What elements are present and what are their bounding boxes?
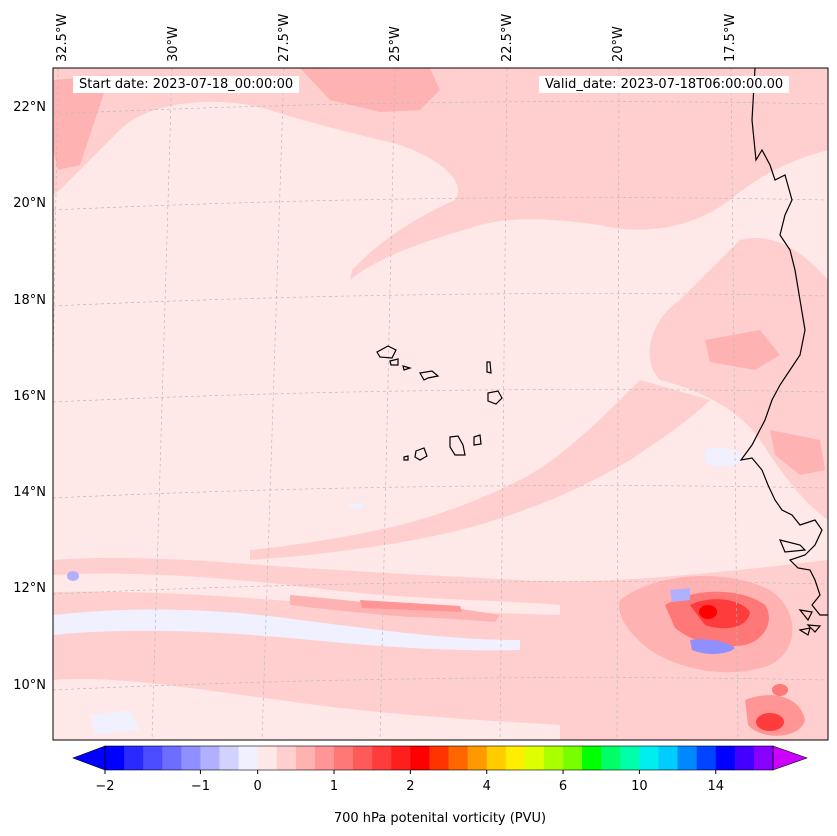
- colorbar-segment: [448, 746, 469, 770]
- colorbar-extend-min: [72, 745, 106, 771]
- contour-vortex-negative-2: [670, 588, 690, 602]
- colorbar-ticks: −2 −1 0 1 2 4 6 10 14: [95, 770, 724, 794]
- coastline: [739, 68, 828, 636]
- colorbar-segment: [601, 746, 621, 770]
- cape-verde-islands: [376, 345, 503, 461]
- valid-date-text: Valid_date: 2023-07-18T06:00:00.00: [545, 77, 784, 92]
- colorbar-segment: [276, 746, 297, 770]
- contour-negative-west: [67, 571, 79, 581]
- colorbar-segment: [238, 746, 259, 770]
- map-panel: [53, 68, 828, 740]
- colorbar-segment: [181, 746, 201, 770]
- colorbar-segment: [620, 746, 640, 770]
- colorbar-segment: [505, 746, 526, 770]
- colorbar: −2 −1 0 1 2 4 6 10 14 700 hPa potenital vorticit…: [72, 745, 808, 826]
- contour-southern-negative: [53, 609, 520, 651]
- graticule: [53, 68, 828, 740]
- colorbar-segment: [410, 746, 430, 770]
- contour-vortex-peak: [699, 605, 717, 619]
- colorbar-segment: [563, 746, 583, 770]
- colorbar-extend-max: [772, 745, 808, 771]
- contour-southern-low: [53, 679, 560, 740]
- colorbar-segment: [143, 746, 163, 770]
- colorbar-segment: [734, 746, 755, 770]
- colorbar-label: 700 hPa potenital vorticity (PVU): [334, 811, 546, 826]
- lon-label: 17.5°W: [723, 14, 738, 62]
- colorbar-tick-label: 2: [406, 779, 414, 794]
- colorbar-segment: [543, 746, 564, 770]
- colorbar-segment: [257, 746, 278, 770]
- contour-negative-small: [345, 502, 365, 510]
- colorbar-tick-label: 0: [254, 779, 262, 794]
- contour-coastal-patch: [705, 330, 780, 370]
- colorbar-segment: [124, 746, 144, 770]
- colorbar-segment: [715, 746, 736, 770]
- contour-southeast-patch: [772, 684, 788, 696]
- valid-date-annotation: Valid_date: 2023-07-18T06:00:00.00: [539, 76, 790, 93]
- latitude-labels: 22°N 20°N 18°N 16°N 14°N 12°N 10°N: [13, 100, 46, 693]
- colorbar-segment: [658, 746, 679, 770]
- colorbar-tick-label: 1: [330, 779, 338, 794]
- contour-north-patch: [300, 68, 440, 112]
- lon-label: 27.5°W: [277, 14, 292, 62]
- contour-diagonal-band: [250, 380, 710, 560]
- colorbar-segment: [429, 746, 450, 770]
- colorbar-segment: [219, 746, 240, 770]
- contour-sw-negative: [90, 710, 140, 735]
- lon-label: 22.5°W: [500, 14, 515, 62]
- colorbar-segment: [200, 746, 221, 770]
- contour-northwest-max: [53, 75, 110, 170]
- pv-field-contours: [53, 68, 828, 740]
- contour-vortex-negative: [690, 639, 735, 654]
- start-date-annotation: Start date: 2023-07-18_00:00:00: [73, 76, 300, 93]
- colorbar-segments: [105, 746, 774, 770]
- contour-coastal-patch-2: [770, 430, 825, 475]
- lat-label: 22°N: [13, 100, 46, 115]
- colorbar-segment: [524, 746, 545, 770]
- start-date-text: Start date: 2023-07-18_00:00:00: [79, 77, 294, 92]
- colorbar-segment: [486, 746, 507, 770]
- longitude-labels: 32.5°W 30°W 27.5°W 25°W 22.5°W 20°W 17.5…: [55, 14, 738, 62]
- colorbar-frame: [104, 745, 774, 771]
- contour-north-band: [53, 68, 828, 280]
- contour-southeast-core: [756, 713, 784, 731]
- colorbar-segment: [677, 746, 698, 770]
- lat-label: 16°N: [13, 389, 46, 404]
- colorbar-tick-label: 4: [483, 779, 491, 794]
- lat-label: 10°N: [13, 678, 46, 693]
- lon-label: 32.5°W: [55, 14, 70, 62]
- colorbar-segment: [696, 746, 717, 770]
- lat-label: 12°N: [13, 581, 46, 596]
- colorbar-segment: [314, 746, 335, 770]
- contour-southern-max-inner: [360, 600, 462, 612]
- colorbar-segment: [753, 746, 774, 770]
- lat-label: 14°N: [13, 485, 46, 500]
- lon-label: 30°W: [166, 26, 181, 62]
- colorbar-tick-label: 10: [631, 779, 648, 794]
- colorbar-segment: [353, 746, 373, 770]
- colorbar-tick-label: −2: [95, 779, 114, 794]
- colorbar-segment: [334, 746, 354, 770]
- lon-label: 20°W: [611, 26, 626, 62]
- colorbar-segment: [295, 746, 316, 770]
- colorbar-segment: [639, 746, 659, 770]
- colorbar-tick-label: −1: [191, 779, 210, 794]
- map-frame: [52, 67, 829, 741]
- colorbar-segment: [105, 746, 125, 770]
- colorbar-segment: [582, 746, 602, 770]
- africa-coast: [739, 68, 828, 616]
- colorbar-segment: [467, 746, 488, 770]
- lat-label: 20°N: [13, 196, 46, 211]
- colorbar-segment: [391, 746, 411, 770]
- lat-label: 18°N: [13, 293, 46, 308]
- colorbar-tick-label: 6: [559, 779, 567, 794]
- colorbar-segment: [372, 746, 392, 770]
- colorbar-tick-label: 14: [707, 779, 724, 794]
- colorbar-segment: [162, 746, 182, 770]
- lon-label: 25°W: [388, 26, 403, 62]
